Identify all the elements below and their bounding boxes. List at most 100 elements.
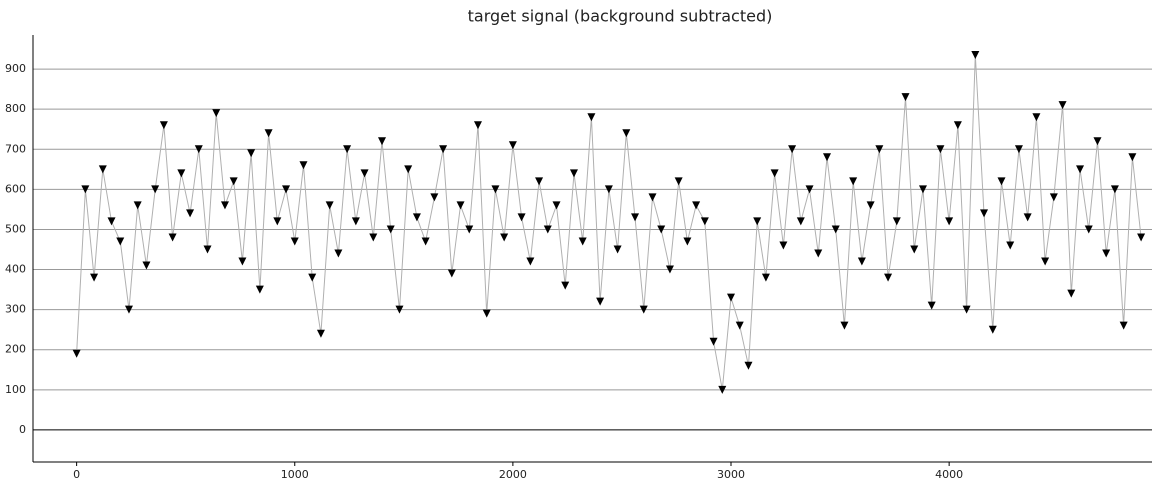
series-line: [76, 54, 1142, 390]
data-point: [866, 201, 875, 210]
data-point: [744, 361, 753, 370]
data-point: [299, 161, 308, 170]
y-tick-label: 900: [5, 62, 26, 75]
x-tick-label: 2000: [499, 468, 527, 481]
data-point: [81, 185, 90, 194]
data-point: [343, 145, 352, 154]
data-point: [1119, 321, 1128, 330]
data-point: [430, 193, 439, 202]
data-point: [578, 237, 587, 246]
y-tick-label: 200: [5, 343, 26, 356]
data-point: [552, 201, 561, 210]
data-point: [997, 177, 1006, 186]
data-point: [822, 153, 831, 162]
data-point: [177, 169, 186, 178]
data-point: [369, 233, 378, 242]
data-point: [404, 165, 413, 174]
data-point: [1032, 113, 1041, 122]
data-point: [857, 257, 866, 266]
data-point: [779, 241, 788, 250]
data-point: [770, 169, 779, 178]
data-point: [168, 233, 177, 242]
data-point: [648, 193, 657, 202]
data-point: [229, 177, 238, 186]
data-point: [700, 217, 709, 226]
data-point: [124, 305, 133, 314]
data-point: [220, 201, 229, 210]
data-point: [945, 217, 954, 226]
data-point: [788, 145, 797, 154]
data-point: [1067, 289, 1076, 298]
data-point: [107, 217, 116, 226]
data-point: [1023, 213, 1032, 222]
data-point: [159, 121, 168, 130]
data-point: [631, 213, 640, 222]
data-point: [273, 217, 282, 226]
data-point: [849, 177, 858, 186]
data-point: [980, 209, 989, 218]
data-point: [386, 225, 395, 234]
chart-title: target signal (background subtracted): [468, 7, 773, 26]
data-point: [186, 209, 195, 218]
data-point: [264, 129, 273, 138]
data-point: [613, 245, 622, 254]
data-point: [927, 301, 936, 310]
data-point: [753, 217, 762, 226]
data-point: [473, 121, 482, 130]
data-point: [1049, 193, 1058, 202]
data-point: [194, 145, 203, 154]
data-point: [1093, 137, 1102, 146]
data-point: [212, 109, 221, 118]
data-point: [1102, 249, 1111, 258]
data-point: [395, 305, 404, 314]
data-point: [439, 145, 448, 154]
data-point: [831, 225, 840, 234]
y-tick-label: 100: [5, 383, 26, 396]
y-tick-label: 0: [19, 423, 26, 436]
y-tick-label: 400: [5, 263, 26, 276]
data-point: [151, 185, 160, 194]
data-point: [72, 349, 81, 358]
data-point: [988, 325, 997, 334]
data-point: [456, 201, 465, 210]
y-tick-label: 700: [5, 142, 26, 155]
data-point: [727, 293, 736, 302]
data-point: [692, 201, 701, 210]
data-point: [971, 51, 980, 60]
data-point: [500, 233, 509, 242]
data-point: [1006, 241, 1015, 250]
data-point: [884, 273, 893, 282]
data-point: [718, 385, 727, 394]
data-point: [683, 237, 692, 246]
y-tick-label: 600: [5, 182, 26, 195]
data-point: [840, 321, 849, 330]
data-point: [875, 145, 884, 154]
data-point: [953, 121, 962, 130]
data-point: [316, 329, 325, 338]
data-point: [360, 169, 369, 178]
data-point: [282, 185, 291, 194]
data-point: [918, 185, 927, 194]
data-point: [596, 297, 605, 306]
data-point: [910, 245, 919, 254]
x-tick-label: 1000: [281, 468, 309, 481]
data-point: [334, 249, 343, 258]
data-point: [543, 225, 552, 234]
data-point: [491, 185, 500, 194]
y-tick-label: 800: [5, 102, 26, 115]
data-point: [247, 149, 256, 158]
data-point: [116, 237, 125, 246]
data-point: [421, 237, 430, 246]
data-point: [1128, 153, 1137, 162]
data-point: [255, 285, 264, 294]
data-point: [805, 185, 814, 194]
data-point: [412, 213, 421, 222]
data-point: [1058, 101, 1067, 110]
data-point: [901, 93, 910, 102]
data-point: [290, 237, 299, 246]
data-point: [1084, 225, 1093, 234]
data-point: [1014, 145, 1023, 154]
data-point: [639, 305, 648, 314]
data-point: [517, 213, 526, 222]
